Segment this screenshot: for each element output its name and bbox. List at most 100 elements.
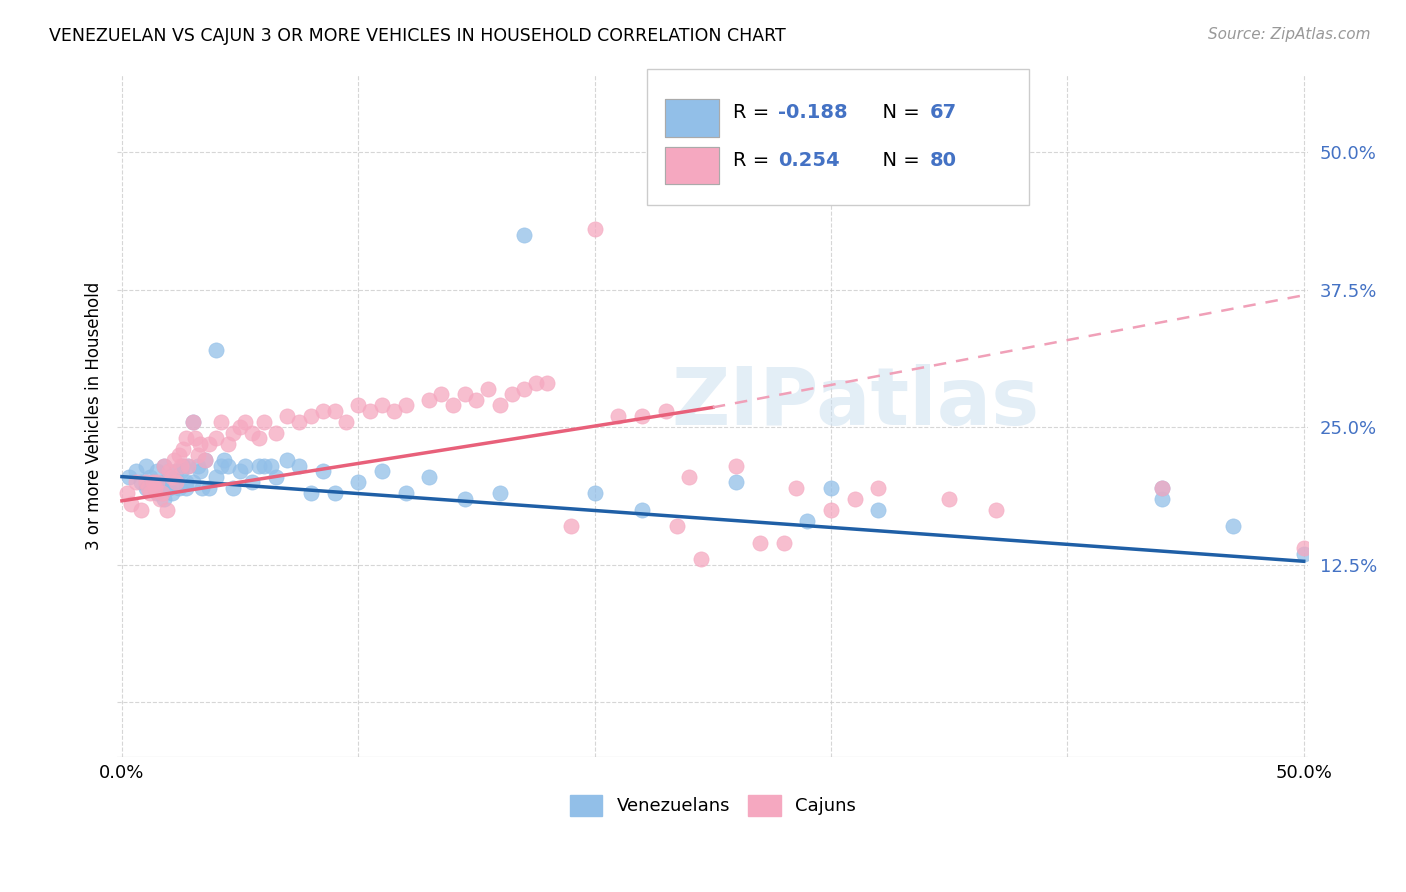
- Legend: Venezuelans, Cajuns: Venezuelans, Cajuns: [562, 788, 863, 823]
- Point: [247, 431, 270, 445]
- Point: [323, 403, 346, 417]
- Point: [229, 464, 252, 478]
- FancyBboxPatch shape: [665, 147, 718, 185]
- Text: ZIPatlas: ZIPatlas: [672, 364, 1040, 442]
- Point: [772, 535, 794, 549]
- Point: [160, 486, 183, 500]
- Point: [868, 502, 890, 516]
- Point: [157, 469, 180, 483]
- Point: [181, 415, 204, 429]
- Point: [785, 481, 807, 495]
- Point: [146, 464, 169, 478]
- Point: [165, 464, 187, 478]
- Point: [1150, 481, 1173, 495]
- Point: [125, 475, 148, 490]
- Point: [136, 481, 159, 495]
- Point: [536, 376, 558, 391]
- Point: [253, 458, 276, 473]
- Point: [194, 453, 217, 467]
- Point: [312, 403, 335, 417]
- Point: [143, 481, 166, 495]
- Point: [512, 227, 534, 242]
- Point: [666, 519, 689, 533]
- Point: [394, 398, 416, 412]
- Point: [394, 486, 416, 500]
- Point: [217, 458, 239, 473]
- Point: [177, 458, 200, 473]
- Point: [264, 469, 287, 483]
- Point: [157, 464, 180, 478]
- Text: R =: R =: [733, 103, 776, 122]
- Point: [253, 415, 276, 429]
- Point: [276, 409, 298, 424]
- Text: -0.188: -0.188: [779, 103, 848, 122]
- Point: [512, 382, 534, 396]
- Point: [149, 481, 172, 495]
- Point: [371, 398, 394, 412]
- Point: [139, 469, 162, 483]
- Point: [172, 442, 194, 457]
- Point: [160, 469, 183, 483]
- Point: [135, 458, 157, 473]
- Point: [188, 436, 211, 450]
- Point: [177, 458, 200, 473]
- Point: [187, 448, 209, 462]
- Point: [165, 475, 187, 490]
- Point: [868, 481, 890, 495]
- Point: [938, 491, 960, 506]
- Text: VENEZUELAN VS CAJUN 3 OR MORE VEHICLES IN HOUSEHOLD CORRELATION CHART: VENEZUELAN VS CAJUN 3 OR MORE VEHICLES I…: [49, 27, 786, 45]
- Point: [690, 552, 713, 566]
- Point: [135, 475, 157, 490]
- Point: [323, 486, 346, 500]
- Point: [489, 486, 512, 500]
- Point: [198, 436, 221, 450]
- Point: [820, 481, 842, 495]
- Point: [1150, 481, 1173, 495]
- Point: [181, 475, 204, 490]
- Point: [170, 464, 193, 478]
- Point: [135, 481, 157, 495]
- Point: [1222, 519, 1244, 533]
- Point: [607, 409, 630, 424]
- Text: 67: 67: [929, 103, 956, 122]
- Point: [153, 491, 176, 506]
- Point: [174, 431, 197, 445]
- Point: [1150, 491, 1173, 506]
- Point: [205, 343, 228, 358]
- Point: [299, 409, 322, 424]
- Text: R =: R =: [733, 151, 776, 170]
- Point: [153, 458, 176, 473]
- Y-axis label: 3 or more Vehicles in Household: 3 or more Vehicles in Household: [86, 282, 103, 550]
- Point: [163, 453, 186, 467]
- Point: [153, 458, 176, 473]
- Point: [194, 453, 217, 467]
- Point: [347, 398, 370, 412]
- Point: [118, 469, 141, 483]
- Point: [288, 415, 311, 429]
- Point: [115, 486, 138, 500]
- Point: [205, 469, 228, 483]
- Text: 80: 80: [929, 151, 956, 170]
- Point: [142, 475, 165, 490]
- Point: [172, 458, 194, 473]
- Point: [240, 475, 263, 490]
- Point: [631, 409, 654, 424]
- Point: [157, 481, 180, 495]
- Point: [247, 458, 270, 473]
- Point: [139, 486, 162, 500]
- Point: [465, 392, 488, 407]
- Point: [222, 481, 245, 495]
- Point: [489, 398, 512, 412]
- Point: [1292, 547, 1315, 561]
- Point: [150, 486, 173, 500]
- Point: [441, 398, 464, 412]
- Point: [156, 502, 179, 516]
- Point: [129, 475, 152, 490]
- Point: [418, 469, 440, 483]
- Point: [631, 502, 654, 516]
- Point: [233, 415, 256, 429]
- Point: [181, 415, 204, 429]
- Point: [583, 486, 606, 500]
- Point: [146, 486, 169, 500]
- Point: [217, 436, 239, 450]
